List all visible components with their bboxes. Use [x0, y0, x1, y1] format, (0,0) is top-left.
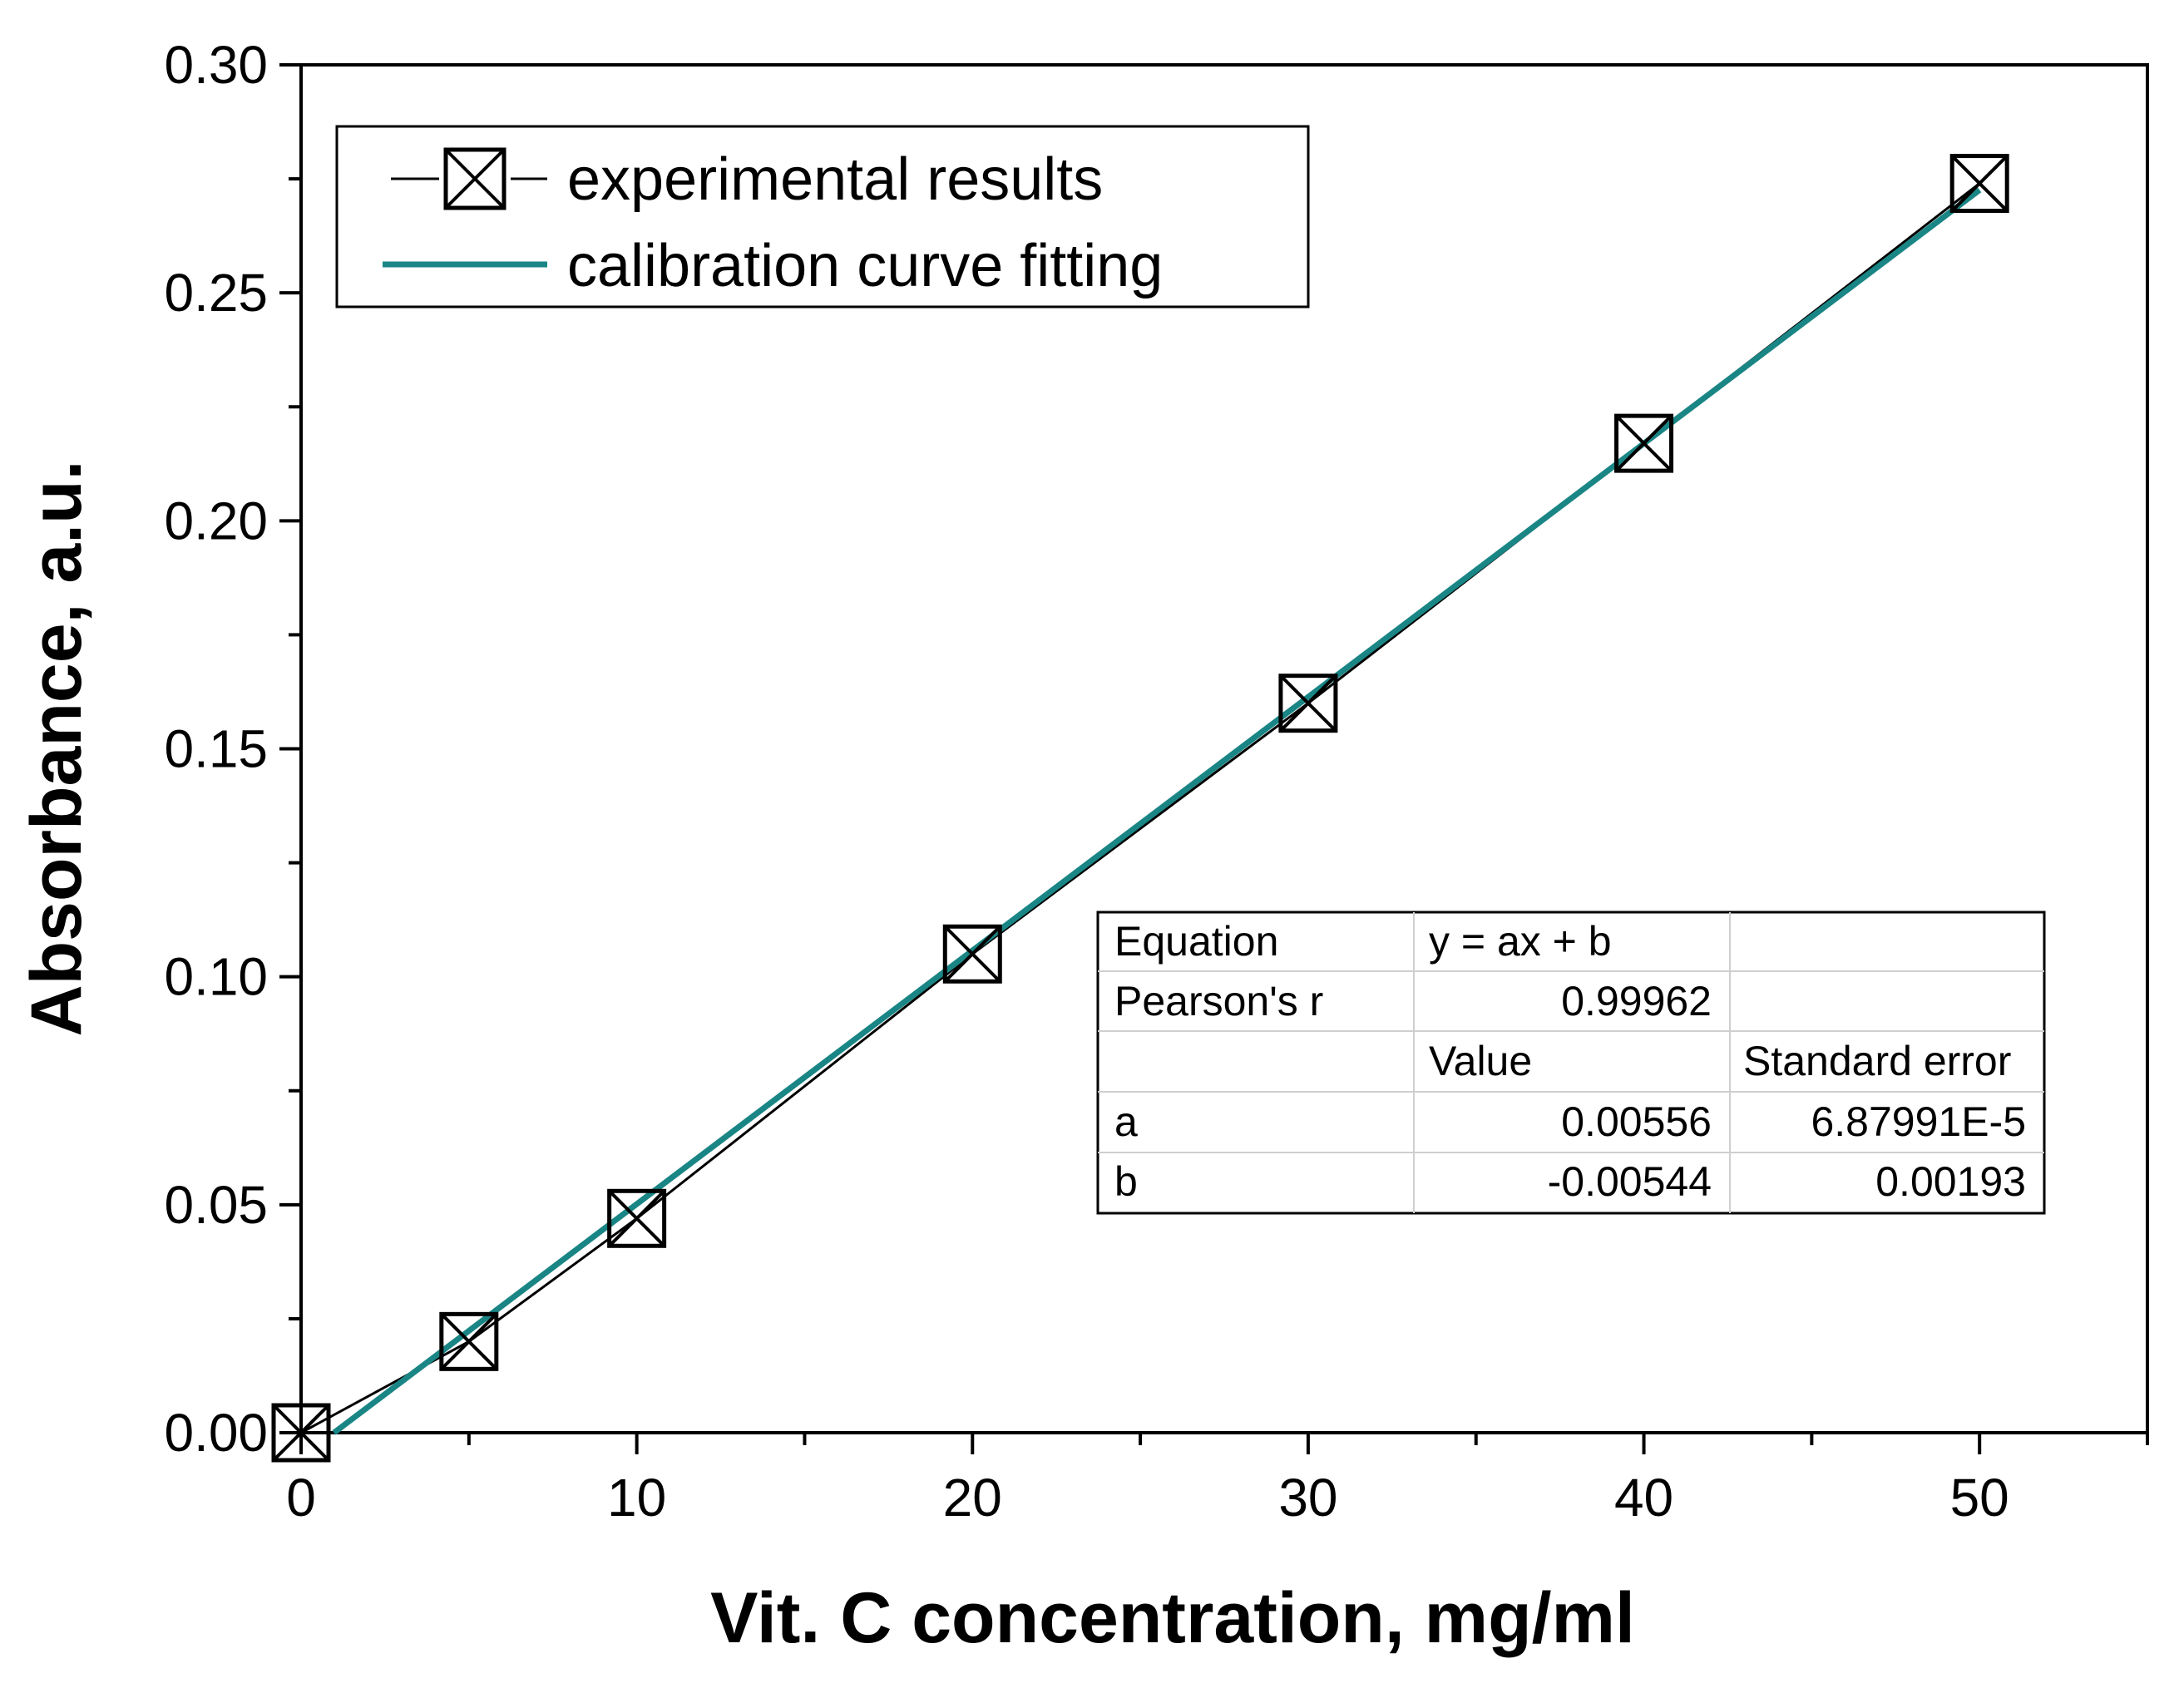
data-point-marker	[271, 1403, 331, 1463]
data-point-marker	[942, 924, 1002, 984]
fit-stderr-header: Standard error	[1743, 1038, 2011, 1084]
x-tick-label: 30	[1278, 1468, 1337, 1528]
marker-box	[1949, 154, 2009, 214]
marker-cross-b	[1279, 674, 1337, 733]
marker-cross-b	[608, 1189, 666, 1247]
marker-box	[271, 1403, 331, 1463]
fit-value-b: -0.00544	[1548, 1158, 1712, 1205]
marker-box	[607, 1188, 667, 1248]
data-point-marker	[1614, 413, 1674, 473]
marker-box	[1614, 413, 1674, 473]
y-axis-ticks: 0.00 0.05 0.10 0.15 0.20 0.25 0.30	[164, 35, 301, 1463]
x-tick-label: 20	[943, 1468, 1002, 1528]
marker-cross-b	[1615, 414, 1673, 472]
legend-item-experimental: experimental results	[391, 146, 1103, 213]
series-layer	[271, 154, 2009, 1463]
fit-table-box	[1096, 911, 2046, 1215]
y-tick-label: 0.15	[164, 719, 268, 779]
x-tick-label: 0	[286, 1468, 316, 1528]
legend-marker-boxed-x	[443, 147, 506, 210]
y-tick-label: 0.30	[164, 35, 268, 95]
x-tick-label: 40	[1614, 1468, 1673, 1528]
legend-label-experimental: experimental results	[567, 146, 1103, 213]
y-tick-label: 0.00	[164, 1403, 268, 1463]
y-tick-label: 0.25	[164, 263, 268, 323]
data-point-marker	[439, 1311, 499, 1371]
fit-pearson-label: Pearson's r	[1114, 978, 1323, 1024]
data-point-marker	[607, 1188, 667, 1248]
fit-pearson-value: 0.99962	[1561, 978, 1712, 1024]
marker-box	[1278, 674, 1338, 733]
legend-label-fit: calibration curve fitting	[567, 233, 1163, 299]
legend: experimental results calibration curve f…	[335, 125, 1310, 308]
fit-param-a: a	[1114, 1098, 1138, 1145]
fit-equation-label: Equation	[1114, 918, 1278, 965]
fit-value-header: Value	[1429, 1038, 1532, 1084]
y-axis-title: Absorbance, a.u.	[17, 461, 96, 1037]
x-axis-title: Vit. C concentration, mg/ml	[710, 1578, 1635, 1658]
x-tick-label: 10	[607, 1468, 666, 1528]
marker-box	[942, 924, 1002, 984]
data-point-marker	[1949, 154, 2009, 214]
legend-item-fit: calibration curve fitting	[383, 233, 1163, 299]
y-tick-label: 0.05	[164, 1175, 268, 1235]
fit-param-b: b	[1114, 1158, 1138, 1205]
fit-stderr-a: 6.87991E-5	[1811, 1098, 2026, 1145]
fit-results-table: Equation y = ax + b Pearson's r 0.99962 …	[1096, 911, 2046, 1215]
marker-cross-b	[440, 1312, 498, 1370]
x-tick-label: 50	[1950, 1468, 2009, 1528]
y-tick-label: 0.10	[164, 947, 268, 1007]
marker-cross-b	[272, 1404, 330, 1462]
marker-cross-b	[1950, 155, 2009, 212]
fit-stderr-b: 0.00193	[1875, 1158, 2026, 1205]
data-point-marker	[1278, 674, 1338, 733]
fit-equation: y = ax + b	[1429, 918, 1612, 965]
marker-cross-b	[943, 925, 1001, 983]
marker-box	[439, 1311, 499, 1371]
y-tick-label: 0.20	[164, 491, 268, 550]
fit-value-a: 0.00556	[1561, 1098, 1712, 1145]
x-axis-ticks: 0 10 20 30 40 50	[286, 1433, 2149, 1528]
